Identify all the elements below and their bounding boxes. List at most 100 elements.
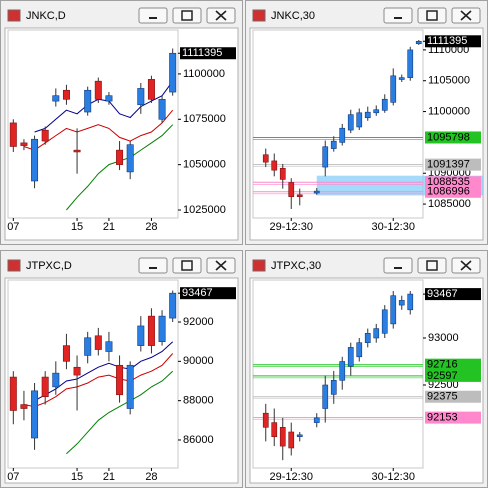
candle-body (94, 80, 102, 100)
button-glyph (460, 10, 472, 21)
candle-body (330, 140, 337, 149)
moving-average (23, 353, 174, 408)
y-tick-label: 1105000 (428, 75, 470, 87)
window-icon (252, 9, 266, 22)
maximize-button[interactable] (417, 257, 447, 274)
candle-body (398, 77, 405, 80)
candle-body (84, 89, 92, 113)
level-label: 92716 (427, 359, 458, 371)
x-tick-label: 21 (103, 471, 115, 483)
button-glyph (426, 10, 438, 21)
candle-body (356, 342, 363, 358)
candle-body (105, 341, 113, 352)
candle-body (94, 335, 102, 350)
candle-body (322, 146, 329, 168)
candle-body (9, 376, 17, 411)
y-tick-label: 1100000 (428, 105, 470, 117)
candle-body (116, 149, 124, 165)
candle-body (322, 384, 329, 409)
candle-body (415, 40, 422, 45)
window-title: JNKC,30 (271, 10, 315, 22)
candle-body (271, 160, 278, 171)
candle-body (381, 309, 388, 334)
minimize-button[interactable] (383, 257, 413, 274)
button-glyph (460, 260, 472, 271)
candle-body (279, 426, 286, 447)
level-label: 1088535 (427, 176, 470, 188)
candle-body (271, 422, 278, 437)
level-label-bg (425, 369, 481, 382)
maximize-button[interactable] (172, 257, 202, 274)
plot-area (252, 279, 424, 469)
button-glyph (215, 260, 227, 271)
moving-average (34, 80, 174, 133)
candle-body (279, 168, 286, 180)
candle-body (41, 376, 49, 398)
candle-body (339, 361, 346, 381)
candle-body (347, 114, 354, 131)
x-tick-label: 28 (145, 471, 157, 483)
level-label: 1095798 (427, 131, 470, 143)
candle-body (398, 300, 405, 306)
level-label-bg (425, 158, 481, 171)
last-price-bg (180, 47, 236, 60)
candle-body (52, 372, 60, 388)
window-title: JTPXC,D (26, 260, 72, 272)
candle-body (390, 75, 397, 103)
candle-body (313, 190, 320, 194)
moving-average (23, 109, 174, 151)
candle-body (137, 88, 145, 106)
level-label-bg (425, 176, 481, 189)
maximize-button[interactable] (172, 7, 202, 24)
candle-body (158, 315, 166, 342)
candle-body (105, 95, 113, 102)
maximize-button[interactable] (417, 7, 447, 24)
minimize-button[interactable] (383, 7, 413, 24)
candle-body (62, 89, 70, 100)
chart-window: JTPXC,D 92000 90000 88000 86000 07 15 21 28 93467 (0, 250, 243, 488)
y-tick-label: 93000 (428, 332, 459, 344)
candle-body (364, 111, 371, 119)
candle-body (381, 98, 388, 111)
candle-body (347, 347, 354, 367)
moving-average (66, 370, 174, 455)
y-tick-label: 1025000 (183, 204, 226, 216)
level-label: 92375 (427, 391, 458, 403)
candle-body (126, 364, 134, 409)
plot-area (7, 29, 179, 219)
candle-body (407, 293, 414, 311)
candle-body (356, 112, 363, 128)
y-tick-label: 86000 (183, 434, 214, 446)
x-tick-label: 15 (71, 471, 83, 483)
last-price-bg (425, 288, 481, 301)
button-glyph (181, 10, 193, 21)
candle-body (364, 332, 371, 343)
candle-body (116, 364, 124, 396)
candle-body (390, 295, 397, 325)
y-tick-label: 1085000 (428, 198, 471, 210)
x-tick-label: 21 (103, 221, 115, 233)
candle-body (52, 95, 60, 102)
y-tick-label: 92500 (428, 379, 459, 391)
candle-body (296, 434, 303, 437)
minimize-button[interactable] (138, 257, 168, 274)
candle-body (147, 315, 155, 346)
x-tick-label: 07 (7, 471, 19, 483)
button-glyph (394, 17, 402, 19)
minimize-button[interactable] (138, 7, 168, 24)
x-tick-label: 29-12:30 (270, 471, 313, 483)
level-label: 1091397 (427, 159, 470, 171)
candle-body (296, 194, 303, 197)
candle-body (31, 390, 39, 439)
button-glyph (181, 260, 193, 271)
last-price-label: 93467 (427, 288, 458, 300)
last-price-label: 1111395 (182, 47, 222, 59)
level-label: 92153 (427, 412, 458, 424)
candle-body (158, 99, 166, 120)
x-tick-label: 07 (7, 221, 19, 233)
last-price-label: 93467 (182, 287, 213, 299)
y-tick-label: 1075000 (183, 113, 226, 125)
candle-body (137, 325, 145, 346)
